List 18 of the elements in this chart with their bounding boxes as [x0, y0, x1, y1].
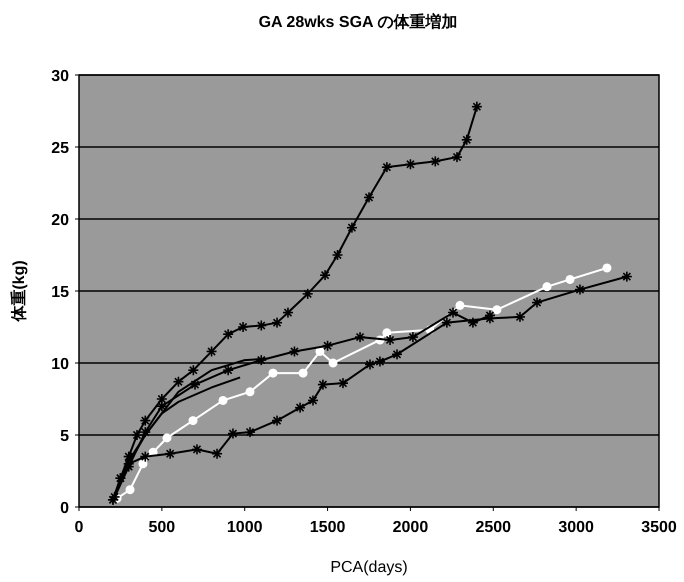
x-tick-label: 2500 — [475, 519, 512, 536]
y-tick-label: 15 — [51, 284, 70, 301]
y-tick-label: 0 — [60, 500, 70, 517]
chart-title: GA 28wks SGA の体重増加 — [258, 12, 458, 31]
y-tick-label: 10 — [51, 356, 70, 373]
y-tick-label: 20 — [51, 212, 70, 229]
x-tick-label: 2000 — [392, 519, 428, 536]
y-tick-label: 25 — [51, 140, 70, 157]
y-tick-label: 30 — [51, 68, 70, 85]
x-tick-label: 1000 — [226, 519, 263, 536]
x-tick-label: 500 — [148, 519, 176, 536]
x-axis-title: PCA(days) — [330, 559, 408, 576]
x-tick-label: 3500 — [641, 519, 677, 536]
y-axis-title: 体重(kg) — [10, 260, 28, 323]
x-tick-label: 3000 — [558, 519, 594, 536]
x-tick-label: 0 — [74, 519, 84, 536]
y-tick-label: 5 — [60, 428, 70, 445]
x-tick-label: 1500 — [310, 519, 346, 536]
